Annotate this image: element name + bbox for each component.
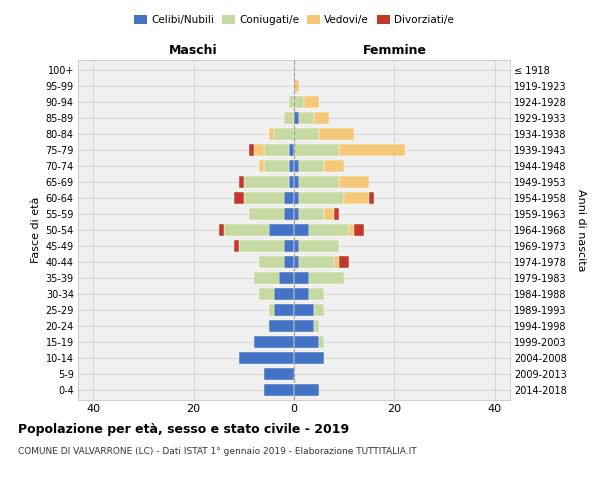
Bar: [324, 160, 344, 172]
Bar: [324, 208, 334, 220]
Bar: [274, 128, 294, 140]
Bar: [264, 368, 294, 380]
Bar: [218, 224, 224, 236]
Bar: [254, 144, 264, 156]
Bar: [234, 192, 244, 204]
Bar: [299, 208, 324, 220]
Bar: [299, 176, 339, 188]
Bar: [284, 192, 294, 204]
Bar: [349, 224, 354, 236]
Bar: [309, 224, 349, 236]
Bar: [254, 336, 294, 348]
Bar: [249, 144, 254, 156]
Bar: [239, 240, 284, 252]
Bar: [239, 352, 294, 364]
Bar: [284, 256, 294, 268]
Bar: [274, 304, 294, 316]
Bar: [344, 192, 370, 204]
Bar: [294, 224, 309, 236]
Bar: [294, 256, 299, 268]
Bar: [269, 320, 294, 332]
Bar: [309, 288, 324, 300]
Bar: [339, 256, 349, 268]
Bar: [239, 176, 244, 188]
Bar: [299, 112, 314, 124]
Bar: [334, 256, 339, 268]
Bar: [319, 128, 354, 140]
Legend: Celibi/Nubili, Coniugati/e, Vedovi/e, Divorziati/e: Celibi/Nubili, Coniugati/e, Vedovi/e, Di…: [130, 11, 458, 30]
Y-axis label: Anni di nascita: Anni di nascita: [577, 188, 586, 271]
Bar: [294, 336, 319, 348]
Bar: [299, 256, 334, 268]
Bar: [354, 224, 364, 236]
Bar: [244, 176, 289, 188]
Bar: [294, 80, 299, 92]
Bar: [259, 160, 264, 172]
Bar: [264, 160, 289, 172]
Bar: [370, 192, 374, 204]
Bar: [309, 272, 344, 284]
Bar: [284, 112, 294, 124]
Bar: [294, 96, 304, 108]
Bar: [269, 304, 274, 316]
Bar: [304, 96, 319, 108]
Bar: [279, 272, 294, 284]
Bar: [294, 288, 309, 300]
Bar: [289, 160, 294, 172]
Bar: [294, 144, 339, 156]
Bar: [289, 144, 294, 156]
Bar: [294, 160, 299, 172]
Bar: [314, 112, 329, 124]
Bar: [299, 192, 344, 204]
Bar: [289, 96, 294, 108]
Bar: [294, 112, 299, 124]
Bar: [234, 240, 239, 252]
Bar: [264, 384, 294, 396]
Bar: [294, 272, 309, 284]
Bar: [299, 160, 324, 172]
Bar: [264, 144, 289, 156]
Text: Popolazione per età, sesso e stato civile - 2019: Popolazione per età, sesso e stato civil…: [18, 422, 349, 436]
Bar: [294, 176, 299, 188]
Text: Maschi: Maschi: [169, 44, 218, 57]
Bar: [289, 176, 294, 188]
Bar: [254, 272, 279, 284]
Bar: [294, 128, 319, 140]
Bar: [284, 208, 294, 220]
Bar: [259, 288, 274, 300]
Bar: [224, 224, 269, 236]
Bar: [269, 224, 294, 236]
Text: Femmine: Femmine: [362, 44, 427, 57]
Bar: [319, 336, 324, 348]
Bar: [294, 192, 299, 204]
Bar: [259, 256, 284, 268]
Bar: [339, 144, 404, 156]
Y-axis label: Fasce di età: Fasce di età: [31, 197, 41, 263]
Bar: [294, 320, 314, 332]
Bar: [314, 320, 319, 332]
Bar: [294, 384, 319, 396]
Bar: [334, 208, 339, 220]
Bar: [294, 304, 314, 316]
Bar: [284, 240, 294, 252]
Bar: [294, 208, 299, 220]
Bar: [339, 176, 370, 188]
Bar: [299, 240, 339, 252]
Bar: [294, 352, 324, 364]
Bar: [294, 240, 299, 252]
Bar: [274, 288, 294, 300]
Bar: [314, 304, 324, 316]
Bar: [269, 128, 274, 140]
Bar: [244, 192, 284, 204]
Bar: [249, 208, 284, 220]
Text: COMUNE DI VALVARRONE (LC) - Dati ISTAT 1° gennaio 2019 - Elaborazione TUTTITALIA: COMUNE DI VALVARRONE (LC) - Dati ISTAT 1…: [18, 448, 416, 456]
